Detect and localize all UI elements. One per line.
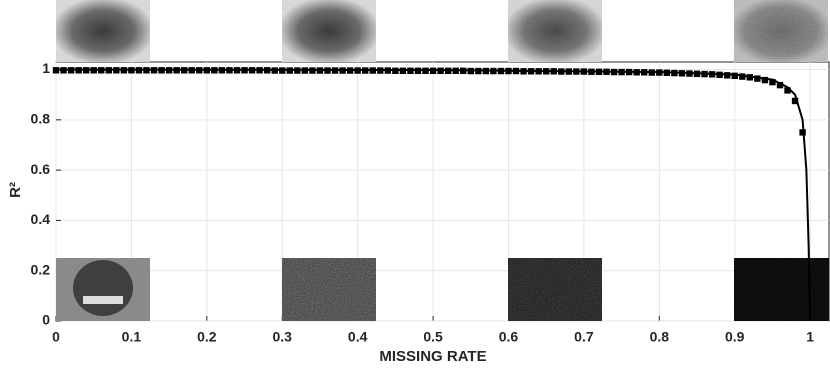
- plot-background: [55, 61, 830, 322]
- x-tick-label: 0.9: [725, 329, 745, 345]
- y-tick-label: 0.2: [31, 261, 51, 277]
- data-point: [784, 87, 791, 94]
- data-point: [731, 72, 738, 80]
- data-point: [791, 97, 799, 105]
- x-axis-label: MISSING RATE: [379, 348, 486, 365]
- x-tick-label: 0.8: [650, 329, 670, 345]
- y-tick-label: 0: [42, 312, 50, 328]
- x-tick-label: 0: [52, 329, 60, 345]
- face-teeth: [83, 296, 123, 304]
- y-tick-label: 0.4: [31, 211, 51, 227]
- data-point: [776, 81, 784, 89]
- noise-overlay: [734, 0, 828, 62]
- thumbnails: [56, 0, 829, 321]
- y-tick-label: 0.6: [31, 161, 51, 177]
- x-tick-label: 0.1: [122, 329, 142, 345]
- x-tick-label: 0.7: [574, 329, 594, 345]
- data-point: [769, 78, 776, 86]
- fit-line: [55, 68, 812, 322]
- y-axis-label: R²: [7, 182, 24, 198]
- x-tick-label: 0.2: [197, 329, 217, 345]
- noise-overlay: [734, 258, 829, 321]
- noise-overlay: [282, 258, 376, 321]
- y-tick-label: 1: [42, 60, 50, 76]
- x-tick-label: 0.6: [499, 329, 519, 345]
- x-tick-label: 0.4: [348, 329, 368, 345]
- x-tick-label: 0.3: [273, 329, 293, 345]
- face-image: [282, 0, 376, 62]
- data-layer: [52, 67, 812, 322]
- data-point: [761, 76, 769, 84]
- noise-overlay: [508, 0, 602, 62]
- y-tick-label: 0.8: [31, 111, 51, 127]
- noise-overlay: [508, 258, 602, 321]
- data-point: [723, 72, 731, 79]
- x-tick-label: 0.5: [423, 329, 443, 345]
- plot-area: 0 0.1 0.2 0.3 0.4 0.5 0.6 0.7 0.8 0.9 1 0 0.2 0.4 0.6 0…: [31, 60, 830, 345]
- face-shape: [73, 260, 133, 316]
- x-tick-label: 1: [806, 329, 814, 345]
- face-image: [56, 0, 150, 62]
